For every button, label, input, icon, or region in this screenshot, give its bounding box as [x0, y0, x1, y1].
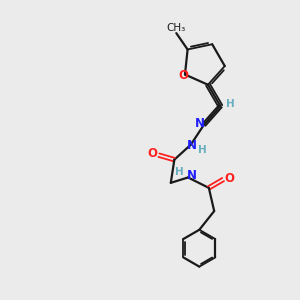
Text: CH₃: CH₃ [167, 23, 186, 33]
Text: O: O [178, 69, 188, 82]
Text: N: N [187, 169, 196, 182]
Text: N: N [187, 140, 197, 152]
Text: N: N [195, 117, 205, 130]
Text: H: H [226, 99, 234, 109]
Text: H: H [198, 145, 207, 155]
Text: O: O [147, 148, 158, 160]
Text: O: O [225, 172, 235, 184]
Text: H: H [175, 167, 184, 176]
